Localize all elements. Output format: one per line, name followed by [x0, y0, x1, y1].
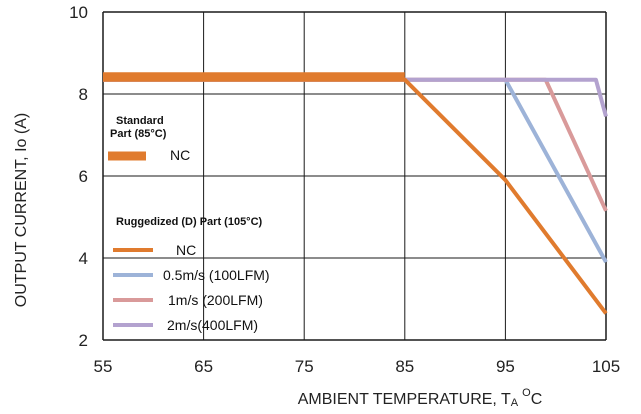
grid: [102, 11, 607, 341]
y-axis-label: OUTPUT CURRENT, Io (A): [13, 113, 30, 307]
x-tick-label: 85: [395, 357, 414, 376]
legend-group-title: Part (85°C): [110, 128, 167, 140]
series-line: [103, 77, 608, 264]
legend-label: 1m/s (200LFM): [168, 292, 263, 308]
x-tick-label: 65: [194, 357, 213, 376]
y-tick-label: 10: [69, 3, 88, 22]
legend-entries: NC NC 0.5m/s (100LFM) 1m/s (200LFM) 2m/s(400…: [108, 147, 270, 333]
legend-label: NC: [176, 242, 196, 258]
x-axis-label: AMBIENT TEMPERATURE, TAOC: [298, 387, 543, 409]
y-tick-label: 2: [79, 331, 88, 350]
legend: Standard Part (85°C) Ruggedized (D) Part…: [108, 115, 270, 333]
y-tick-label: 6: [79, 167, 88, 186]
y-tick-labels: 2 4 6 8 10: [69, 3, 88, 350]
legend-group-title: Standard: [116, 115, 164, 127]
series-line: [103, 77, 608, 118]
x-tick-label: 55: [94, 357, 113, 376]
x-tick-label: 75: [295, 357, 314, 376]
x-tick-label: 95: [496, 357, 515, 376]
legend-group-title: Ruggedized (D) Part (105°C): [116, 216, 263, 228]
series-line: [103, 77, 608, 212]
x-tick-labels: 55 65 75 85 95 105: [94, 357, 621, 376]
series-lines: [103, 72, 608, 315]
y-tick-label: 8: [79, 85, 88, 104]
x-tick-label: 105: [592, 357, 620, 376]
legend-label: 2m/s(400LFM): [167, 317, 258, 333]
y-tick-label: 4: [79, 249, 88, 268]
legend-label: 0.5m/s (100LFM): [163, 267, 270, 283]
legend-label: NC: [170, 147, 190, 163]
